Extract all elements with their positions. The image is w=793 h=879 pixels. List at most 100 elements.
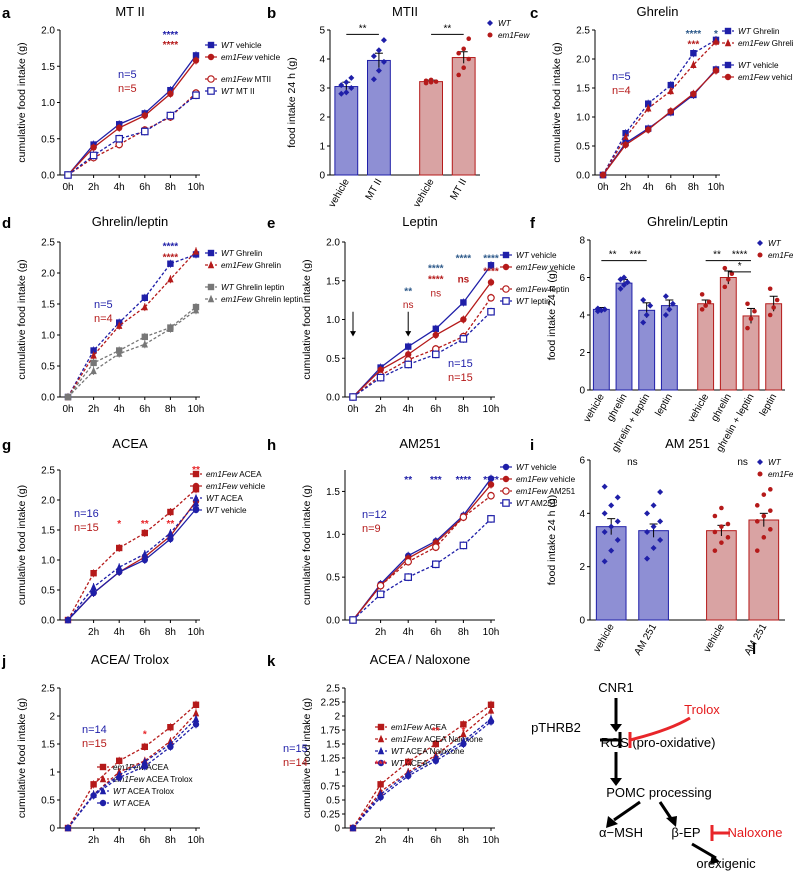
- significance-marker: ***: [430, 475, 442, 486]
- significance-marker: ****: [163, 253, 179, 264]
- data-point: [460, 299, 467, 306]
- data-point: [432, 350, 440, 359]
- data-point: [376, 590, 385, 599]
- x-tick-label: 6h: [430, 835, 441, 846]
- data-point: [116, 563, 123, 571]
- x-tick-label: 6h: [430, 627, 441, 638]
- panel-d: d Ghrelin/leptin cumulative food intake (g…: [2, 214, 303, 415]
- data-point: [460, 721, 467, 728]
- x-tick-label: leptin: [653, 392, 674, 418]
- y-tick-label: 2: [579, 562, 585, 573]
- x-tick-label: 4h: [114, 627, 125, 638]
- data-point: [192, 709, 200, 717]
- data-point: [432, 740, 439, 748]
- data-point: [459, 513, 468, 521]
- x-tick-label: 2h: [620, 182, 631, 193]
- y-tick-label: 0.0: [41, 171, 55, 182]
- data-point: [116, 774, 123, 781]
- pathway-diagram: l CNR1 pTHRB2 Trolox ROS (pro-oxidative)…: [531, 641, 782, 871]
- n-label: n=14: [82, 724, 107, 736]
- panel-letter-i: i: [530, 437, 534, 454]
- legend-label: WT ACEA: [113, 799, 150, 808]
- data-point: [761, 492, 767, 497]
- x-tick-label: 6h: [139, 182, 150, 193]
- data-point: [621, 274, 628, 281]
- data-point: [141, 340, 148, 348]
- bar: [638, 530, 669, 621]
- legend-marker: [502, 463, 510, 471]
- series-line: [352, 281, 492, 398]
- data-point: [349, 824, 357, 832]
- data-point: [767, 312, 773, 318]
- data-point: [90, 781, 97, 788]
- data-point: [712, 67, 720, 74]
- series-line: [67, 94, 197, 176]
- y-tick-label: 0.5: [326, 354, 340, 365]
- x-tick-label: 4h: [403, 835, 414, 846]
- data-point: [729, 271, 735, 277]
- significance-marker: **: [167, 519, 175, 530]
- data-point: [643, 312, 650, 318]
- y-tick-label: 0: [579, 386, 585, 397]
- panel-e: e Leptin cumulative food intake (g) 0.0 0.5 1…: [267, 214, 576, 415]
- x-tick-label: 10h: [708, 182, 725, 193]
- legend-label: em1Few ACEA: [391, 723, 447, 732]
- y-axis-label: cumulative food intake (g): [16, 698, 28, 818]
- data-point: [608, 523, 615, 530]
- y-tick-label: 1.75: [321, 726, 341, 737]
- n-label: n=15: [283, 743, 308, 755]
- data-point: [487, 279, 495, 286]
- bar: [419, 81, 444, 176]
- data-point: [116, 757, 123, 764]
- legend-label: WT AM251: [516, 499, 557, 508]
- legend-marker: [377, 746, 385, 755]
- x-tick-label: 4h: [403, 627, 414, 638]
- significance-marker: **: [359, 23, 367, 34]
- significance-marker: ****: [483, 475, 499, 486]
- legend-marker: [757, 240, 763, 246]
- data-point: [116, 568, 123, 576]
- legend-label: em1Few vehicle: [516, 475, 576, 484]
- significance-marker: *: [406, 760, 410, 771]
- data-point: [404, 573, 413, 581]
- significance-marker: *: [738, 261, 742, 272]
- series-line: [67, 704, 197, 829]
- legend-label: WT vehicle: [221, 41, 262, 50]
- legend-label: WT ACEA Trolox: [113, 787, 174, 796]
- legend-entry: em1Few Ghrelin: [722, 38, 793, 48]
- y-tick-label: 2.5: [326, 684, 340, 695]
- data-point: [459, 541, 468, 550]
- series-line: [352, 709, 492, 829]
- panel-c: c Ghrelin cumulative food intake (g) 0.0 0.5…: [530, 4, 793, 193]
- data-point: [752, 308, 757, 314]
- series-line: [67, 502, 197, 621]
- data-point: [650, 502, 657, 509]
- panel-h: h AM251 cumulative food intake (g) 0.0 0.5 1.…: [267, 436, 576, 638]
- data-point: [699, 292, 705, 297]
- data-point: [726, 277, 731, 282]
- data-point: [461, 65, 466, 70]
- data-point: [433, 79, 439, 84]
- data-point: [754, 548, 760, 553]
- y-tick-label: 0.5: [41, 362, 55, 373]
- data-point: [405, 772, 412, 780]
- legend-entry: em1Few AM251: [500, 487, 576, 496]
- data-point: [768, 487, 773, 492]
- legend-marker: [99, 786, 107, 795]
- data-point: [423, 78, 429, 84]
- x-tick-label: 2h: [375, 835, 386, 846]
- panel-letter-b: b: [267, 5, 276, 22]
- bar: [660, 305, 678, 391]
- legend-marker: [757, 459, 763, 465]
- significance-marker: *: [714, 29, 718, 40]
- bar: [595, 526, 627, 621]
- node-pomc: POMC processing: [606, 785, 711, 800]
- legend-entry: em1Few vehicle: [190, 482, 266, 491]
- significance-marker: ns: [431, 288, 442, 299]
- legend-marker: [502, 297, 510, 305]
- injection-arrowhead: [350, 331, 356, 337]
- injection-arrowhead: [405, 331, 412, 337]
- data-point: [375, 47, 382, 54]
- y-tick-label: 0.0: [41, 616, 55, 627]
- node-pthrb2: pTHRB2: [531, 720, 581, 735]
